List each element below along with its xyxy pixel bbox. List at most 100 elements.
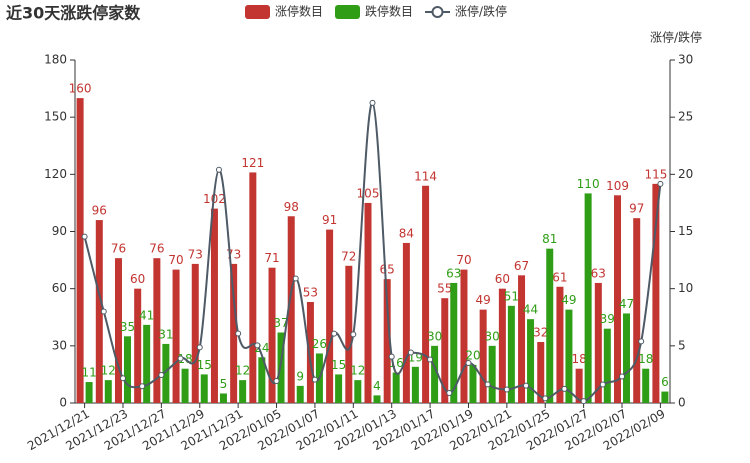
ratio-point bbox=[273, 378, 280, 385]
ratio-point bbox=[465, 359, 472, 366]
value-label: 84 bbox=[399, 226, 414, 240]
value-label: 160 bbox=[69, 82, 92, 96]
legend-label: 涨停数目 bbox=[275, 4, 323, 19]
value-label: 12 bbox=[350, 364, 365, 378]
value-label: 72 bbox=[341, 249, 356, 263]
value-label: 70 bbox=[168, 253, 183, 267]
bar bbox=[153, 258, 161, 403]
legend-swatch bbox=[431, 6, 444, 18]
bar bbox=[239, 380, 247, 403]
bar bbox=[287, 216, 295, 403]
value-label: 60 bbox=[495, 272, 510, 286]
y-tick-label: 90 bbox=[52, 224, 67, 238]
bar bbox=[230, 263, 238, 403]
ratio-point bbox=[561, 385, 568, 392]
value-label: 41 bbox=[139, 308, 154, 322]
bar bbox=[527, 319, 535, 403]
bar bbox=[518, 275, 526, 403]
bar bbox=[603, 328, 611, 403]
bar bbox=[134, 288, 142, 403]
bar bbox=[306, 302, 314, 403]
value-label: 9 bbox=[296, 369, 304, 383]
y2-tick-label: 10 bbox=[678, 281, 693, 295]
ratio-point bbox=[139, 383, 146, 390]
value-label: 121 bbox=[241, 156, 264, 170]
bar bbox=[200, 374, 208, 403]
bar bbox=[661, 391, 669, 403]
value-label: 96 bbox=[92, 204, 107, 218]
y2-tick-label: 5 bbox=[678, 338, 686, 352]
value-label: 44 bbox=[523, 303, 538, 317]
value-label: 49 bbox=[561, 293, 576, 307]
bar bbox=[268, 267, 276, 403]
chart-title: 近30天涨跌停家数 bbox=[6, 4, 141, 23]
value-label: 12 bbox=[101, 364, 116, 378]
bar bbox=[345, 265, 353, 403]
bar bbox=[584, 193, 592, 403]
value-label: 5 bbox=[220, 377, 228, 391]
y2-axis-label: 涨停/跌停 bbox=[650, 30, 702, 45]
value-label: 63 bbox=[446, 266, 461, 280]
legend-label: 跌停数目 bbox=[365, 4, 413, 19]
bar bbox=[354, 380, 362, 403]
bar bbox=[488, 345, 496, 403]
value-label: 109 bbox=[606, 179, 629, 193]
ratio-point bbox=[369, 99, 376, 106]
bar bbox=[594, 282, 602, 403]
legend-swatch bbox=[245, 5, 270, 19]
ratio-point bbox=[235, 330, 242, 337]
ratio-point bbox=[177, 355, 184, 362]
bar bbox=[633, 218, 641, 403]
bar bbox=[556, 286, 564, 403]
bar bbox=[277, 332, 285, 403]
value-label: 105 bbox=[357, 186, 380, 200]
ratio-point bbox=[503, 386, 510, 393]
y2-tick-label: 25 bbox=[678, 110, 693, 124]
bar bbox=[537, 342, 545, 403]
bar bbox=[114, 258, 122, 403]
value-label: 98 bbox=[284, 200, 299, 214]
bar bbox=[258, 357, 266, 403]
bar bbox=[76, 98, 84, 403]
bar bbox=[219, 393, 227, 403]
y-tick-label: 180 bbox=[44, 53, 67, 67]
value-label: 39 bbox=[600, 312, 615, 326]
ratio-point bbox=[407, 349, 414, 356]
ratio-point bbox=[638, 338, 645, 345]
value-label: 67 bbox=[514, 259, 529, 273]
bar bbox=[249, 172, 257, 403]
bar bbox=[623, 313, 631, 403]
value-label: 15 bbox=[197, 358, 212, 372]
ratio-point bbox=[119, 375, 126, 382]
legend-swatch bbox=[335, 5, 360, 19]
y-tick-label: 30 bbox=[52, 338, 67, 352]
value-label: 49 bbox=[476, 293, 491, 307]
bar bbox=[95, 220, 103, 403]
value-label: 37 bbox=[273, 316, 288, 330]
value-label: 15 bbox=[331, 358, 346, 372]
bar bbox=[191, 263, 199, 403]
bar bbox=[364, 202, 372, 403]
ratio-point bbox=[542, 395, 549, 402]
value-label: 18 bbox=[638, 352, 653, 366]
bar bbox=[181, 368, 189, 403]
bar bbox=[450, 282, 458, 403]
bar bbox=[326, 229, 334, 403]
value-label: 76 bbox=[149, 242, 164, 256]
bar bbox=[162, 343, 170, 403]
bar bbox=[335, 374, 343, 403]
bar bbox=[441, 298, 449, 403]
legend-label: 涨停/跌停 bbox=[455, 4, 507, 19]
ratio-point bbox=[446, 390, 453, 397]
bar bbox=[172, 269, 180, 403]
value-label: 114 bbox=[414, 169, 437, 183]
value-label: 76 bbox=[111, 242, 126, 256]
value-label: 55 bbox=[437, 282, 452, 296]
value-label: 11 bbox=[81, 366, 96, 380]
ratio-point bbox=[484, 381, 491, 388]
ratio-point bbox=[580, 398, 587, 405]
value-label: 97 bbox=[629, 202, 644, 216]
bar bbox=[498, 288, 506, 403]
ratio-point bbox=[292, 275, 299, 282]
